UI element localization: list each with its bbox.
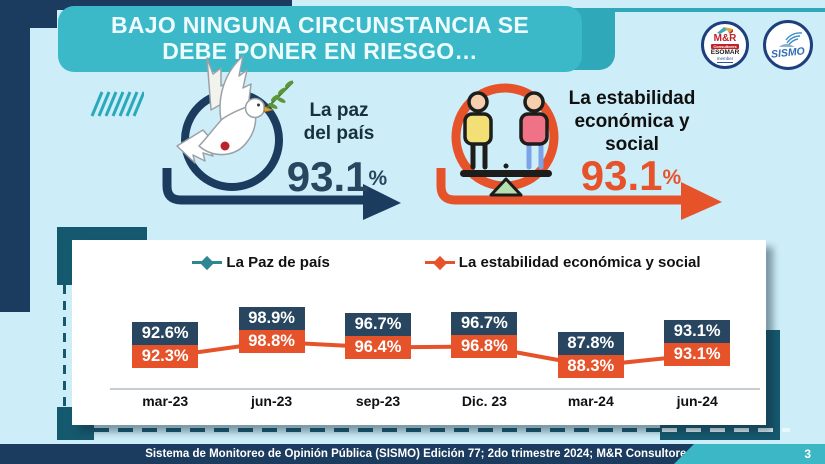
value-label-peace: 96.7% [451,311,518,335]
stat-economy-value: 93.1% [556,155,706,197]
x-axis-label: mar-24 [567,393,614,409]
stat-economy-unit: % [662,166,682,189]
sismo-waves-icon [779,31,803,47]
value-label-economy: 96.8% [451,334,518,358]
x-axis-label: Dic. 23 [461,393,507,409]
sismo-logo: SISMO [763,20,813,70]
dashed-line-vertical [63,285,66,407]
dove-icon [176,55,294,191]
left-navy-bar [0,0,30,312]
x-axis-line [110,388,760,390]
value-label-economy: 98.8% [238,330,305,354]
footer-source-text: Sistema de Monitoreo de Opinión Pública … [145,448,693,460]
stat-peace-number: 93.1 [286,153,369,200]
x-axis-label: mar-23 [142,393,189,409]
value-label-economy: 96.4% [345,335,411,359]
top-teal-line [560,8,825,12]
page-number: 3 [804,447,811,461]
diagonal-stripes-icon [90,91,144,117]
top-navy-band [0,0,292,10]
legend-item-peace: La Paz de país [192,254,330,271]
legend-label-peace: La Paz de país [226,254,330,271]
legend-item-economy: La estabilidad económica y social [424,254,701,271]
mr-logo-subtitle: Consultores [711,44,739,50]
x-axis-label: jun-24 [676,393,718,409]
mr-logo-member: member [716,56,734,63]
dashed-line-horizontal [94,428,662,432]
value-label-peace: 98.9% [238,307,305,331]
dashed-line-horizontal-light [662,428,790,432]
value-label-peace: 93.1% [664,320,731,344]
x-axis-label: sep-23 [355,393,401,409]
stat-peace-value: 93.1% [282,156,392,198]
footer-teal-section [674,444,825,464]
footer-bar: Sistema de Monitoreo de Opinión Pública … [0,444,825,464]
value-label-peace: 92.6% [132,322,199,346]
sismo-logo-title: SISMO [770,45,806,61]
balance-scale-icon [451,83,559,197]
mr-logo-shape-icon [717,27,733,35]
chart-legend: La Paz de país La estabilidad económica … [72,254,766,271]
mr-logo-title: M&R [713,33,737,45]
page-title: BAJO NINGUNA CIRCUNSTANCIA SE DEBE PONER… [58,6,582,72]
mr-consultores-logo: M&R Consultores ESOMAR member [701,21,749,69]
stat-economy-label: La estabilidad económica y social [568,88,696,155]
stat-peace-unit: % [368,167,388,190]
mr-logo-esomar: ESOMAR [710,49,740,57]
orange-arrow-right-icon [436,168,722,220]
legend-marker-economy-icon [424,255,455,270]
value-label-economy: 92.3% [132,345,199,369]
legend-label-economy: La estabilidad económica y social [458,254,701,271]
chart-card: La Paz de país La estabilidad económica … [72,240,766,425]
stat-economy-number: 93.1 [580,152,663,199]
line-chart: 92.6% 92.3% mar-23 98.9% 98.8% jun-23 96.7% 96.… [72,240,766,425]
value-label-economy: 88.3% [557,354,624,378]
value-label-peace: 96.7% [345,312,411,336]
page-title-text: BAJO NINGUNA CIRCUNSTANCIA SE DEBE PONER… [110,12,530,64]
navy-arrow-right-icon [162,168,401,220]
value-label-economy: 93.1% [664,343,731,367]
legend-marker-peace-icon [192,255,223,270]
value-label-peace: 87.8% [557,331,624,355]
stat-peace-label: La paz del país [303,100,375,144]
x-axis-label: jun-23 [250,393,293,409]
